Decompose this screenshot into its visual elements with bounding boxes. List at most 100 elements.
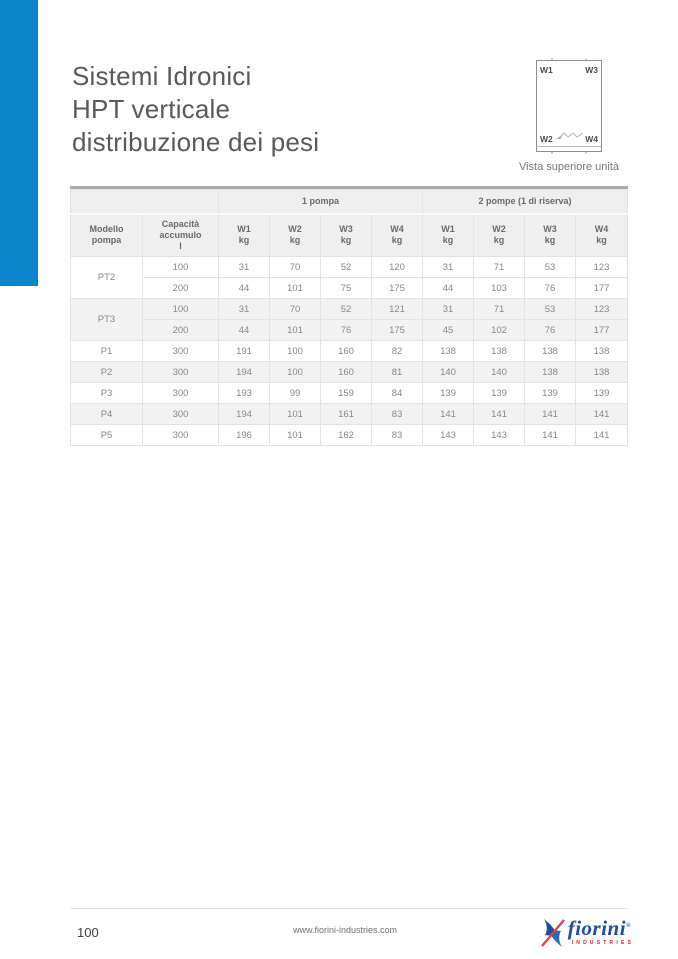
weight-cell: 71	[473, 298, 526, 320]
capacity-cell: 300	[142, 424, 219, 446]
weight-cell: 101	[269, 277, 321, 299]
weight-cell: 141	[473, 403, 526, 425]
weight-cell: 52	[320, 298, 372, 320]
capacity-cell: 300	[142, 340, 219, 362]
weight-cell: 52	[320, 256, 372, 278]
weight-cell: 120	[370, 256, 424, 278]
weight-cell: 160	[320, 340, 372, 362]
footer-divider	[70, 908, 628, 909]
trademark-symbol: ®	[626, 923, 632, 929]
group-header-row: 1 pompa 2 pompe (1 di riserva)	[70, 189, 629, 215]
model-cell: PT2	[70, 256, 143, 299]
page-title-line-1: Sistemi Idronici	[72, 61, 252, 91]
weight-cell: 53	[524, 256, 577, 278]
zigzag-arrow-icon	[559, 132, 584, 138]
weight-cell: 31	[218, 298, 270, 320]
weight-cell: 31	[422, 256, 475, 278]
page-title-line-3: distribuzione dei pesi	[72, 127, 320, 157]
diagram-label-w1: W1	[540, 65, 553, 75]
weight-cell: 160	[320, 361, 372, 383]
weight-cell: 44	[218, 319, 270, 341]
weight-cell: 138	[422, 340, 475, 362]
weight-cell: 100	[269, 361, 321, 383]
page-title: Sistemi Idronici HPT verticale distribuz…	[72, 60, 319, 159]
weight-cell: 53	[524, 298, 577, 320]
weight-cell: 139	[473, 382, 526, 404]
group-header-1-pompa: 1 pompa	[217, 189, 424, 215]
fiorini-logo: fiorini® INDUSTRIES	[540, 915, 634, 948]
weight-cell: 141	[575, 403, 629, 425]
weight-cell: 99	[269, 382, 321, 404]
column-header-w4-b: W4 kg	[575, 213, 629, 257]
weight-cell: 141	[575, 424, 629, 446]
weight-cell: 141	[524, 403, 577, 425]
weight-cell: 76	[524, 319, 577, 341]
weight-cell: 194	[218, 403, 270, 425]
weight-cell: 103	[473, 277, 526, 299]
weights-table: 1 pompa 2 pompe (1 di riserva) Modello p…	[70, 189, 629, 446]
weight-cell: 75	[320, 277, 372, 299]
diagram-label-w2: W2	[540, 134, 553, 144]
column-header-w1-b: W1 kg	[422, 213, 475, 257]
logo-wordmark: fiorini®	[567, 916, 632, 940]
model-cell: PT3	[70, 298, 143, 341]
weight-cell: 139	[422, 382, 475, 404]
capacity-cell: 100	[142, 256, 219, 278]
column-header-w4-a: W4 kg	[370, 213, 424, 257]
weight-cell: 177	[575, 277, 629, 299]
weight-cell: 161	[320, 403, 372, 425]
page-number: 100	[77, 925, 99, 940]
model-cell: P3	[70, 382, 143, 404]
weight-cell: 101	[269, 424, 321, 446]
unit-top-view-drawing: W1 W3 W2 W4	[536, 58, 602, 154]
table-row: PT3 100 31 70 52 121 31 71 53 123	[70, 298, 629, 341]
weight-cell: 83	[370, 424, 424, 446]
weight-cell: 139	[575, 382, 629, 404]
weight-cell: 175	[370, 319, 424, 341]
capacity-cell: 200	[142, 319, 219, 341]
weight-cell: 177	[575, 319, 629, 341]
column-header-row: Modello pompa Capacità accumulo l W1 kg …	[70, 213, 629, 257]
column-header-w1-a: W1 kg	[218, 213, 270, 257]
fiorini-logo-text: fiorini® INDUSTRIES	[568, 915, 634, 946]
weight-cell: 141	[524, 424, 577, 446]
weight-cell: 84	[370, 382, 424, 404]
capacity-cell: 300	[142, 382, 219, 404]
table-row: P4 300 194 101 161 83 141 141 141 141	[70, 403, 629, 425]
weight-cell: 193	[218, 382, 270, 404]
weight-cell: 159	[320, 382, 372, 404]
weight-cell: 31	[218, 256, 270, 278]
weight-cell: 191	[218, 340, 270, 362]
weight-cell: 139	[524, 382, 577, 404]
fiorini-logo-mark-icon	[540, 919, 565, 947]
column-header-w2-a: W2 kg	[269, 213, 321, 257]
weight-cell: 138	[524, 361, 577, 383]
group-header-empty	[70, 189, 219, 215]
weight-cell: 102	[473, 319, 526, 341]
diagram-label-w3: W3	[585, 65, 598, 75]
weight-cell: 31	[422, 298, 475, 320]
column-header-modello: Modello pompa	[70, 213, 143, 257]
table-row: P2 300 194 100 160 81 140 140 138 138	[70, 361, 629, 383]
weights-table-container: 1 pompa 2 pompe (1 di riserva) Modello p…	[70, 186, 629, 446]
weight-cell: 140	[473, 361, 526, 383]
weight-cell: 123	[575, 298, 629, 320]
weight-cell: 44	[218, 277, 270, 299]
column-header-w3-a: W3 kg	[320, 213, 372, 257]
column-header-w2-b: W2 kg	[473, 213, 526, 257]
weight-cell: 140	[422, 361, 475, 383]
top-view-diagram: W1 W3 W2 W4 Vista superiore unità	[505, 58, 633, 173]
weight-cell: 83	[370, 403, 424, 425]
table-header: 1 pompa 2 pompe (1 di riserva) Modello p…	[70, 189, 629, 257]
weight-cell: 138	[575, 361, 629, 383]
footer-website: www.fiorini-industries.com	[292, 925, 398, 935]
left-accent-bar	[0, 0, 38, 286]
weight-cell: 194	[218, 361, 270, 383]
capacity-cell: 100	[142, 298, 219, 320]
table-body: PT2 100 31 70 52 120 31 71 53 123 200 44 101 75 175 44 1…	[70, 256, 629, 446]
model-cell: P2	[70, 361, 143, 383]
weight-cell: 76	[524, 277, 577, 299]
weight-cell: 196	[218, 424, 270, 446]
weight-cell: 100	[269, 340, 321, 362]
